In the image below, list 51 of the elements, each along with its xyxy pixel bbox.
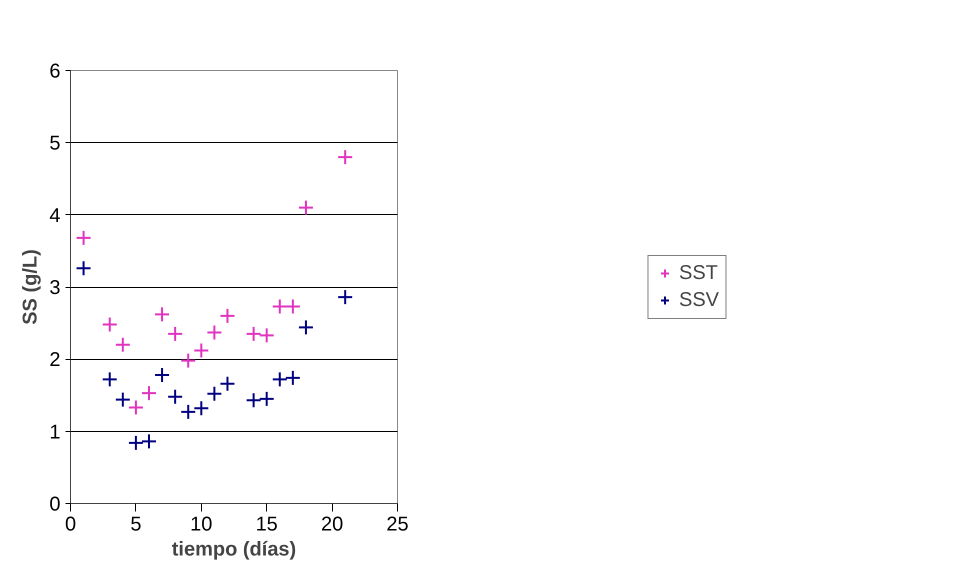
- y-tick-label: 6: [49, 60, 60, 82]
- point: [76, 230, 92, 246]
- point: [298, 319, 314, 336]
- x-tick-label: 25: [386, 514, 409, 536]
- point: [284, 370, 301, 386]
- point: [337, 149, 354, 166]
- x-tick-label: 15: [256, 514, 278, 536]
- point: [193, 400, 210, 416]
- y-tick-label: 5: [49, 132, 60, 155]
- point: [298, 200, 314, 216]
- point: [337, 289, 354, 306]
- point: [258, 327, 275, 344]
- point: [219, 308, 236, 324]
- point: [258, 390, 275, 407]
- point: [102, 371, 118, 388]
- y-tick-label: 3: [49, 277, 60, 299]
- point: [206, 324, 222, 340]
- point: [180, 404, 196, 420]
- point: [140, 433, 157, 450]
- point: [128, 434, 144, 451]
- point: [154, 306, 170, 322]
- point: [140, 385, 157, 402]
- x-tick-label: 10: [190, 514, 212, 536]
- legend-label: SSV: [678, 288, 720, 312]
- legend-label: SST: [678, 262, 718, 284]
- y-tick-label: 0: [49, 494, 60, 516]
- point: [102, 316, 118, 333]
- x-tick-label: 5: [130, 514, 142, 536]
- point: [114, 336, 131, 353]
- point: [272, 371, 288, 388]
- point: [246, 392, 262, 408]
- point: [206, 386, 222, 402]
- point: [272, 298, 288, 314]
- y-tick-label: 2: [49, 349, 60, 372]
- point: [167, 326, 184, 342]
- point: [246, 326, 262, 342]
- point: [193, 342, 210, 359]
- point: [167, 388, 184, 405]
- point: [180, 352, 196, 369]
- point: [128, 400, 144, 416]
- x-tick-label: 20: [320, 514, 344, 536]
- point: [219, 376, 236, 392]
- x-tick-label: 0: [64, 514, 76, 536]
- point: [284, 298, 301, 314]
- y-tick-label: 1: [49, 421, 60, 444]
- y-axis-title: SS (g/L): [19, 249, 42, 325]
- point: [76, 260, 92, 276]
- point: [114, 392, 131, 408]
- x-axis-title: tiempo (días): [172, 538, 296, 560]
- y-tick-label: 4: [49, 204, 60, 227]
- point: [154, 367, 170, 384]
